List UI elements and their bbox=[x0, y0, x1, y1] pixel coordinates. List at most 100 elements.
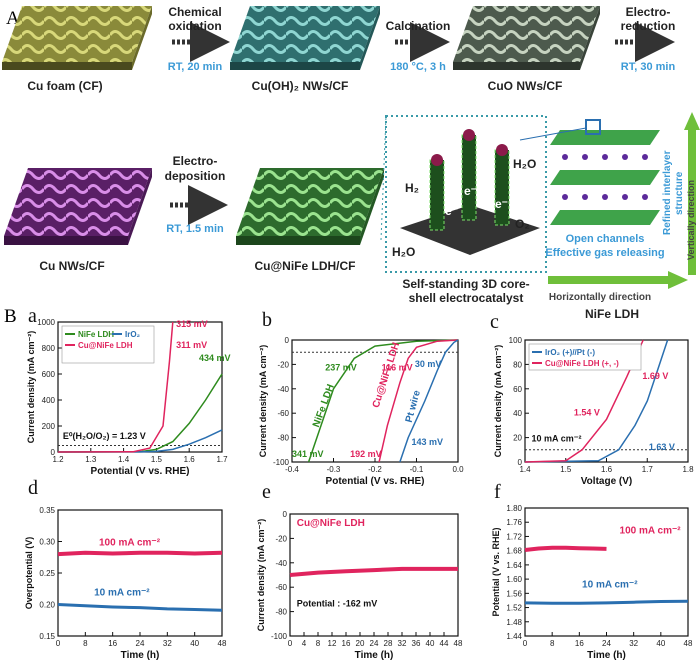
chart: 1.4 1.5 1.6 1.7 1.8 0 20 40 60 80 100 IrO₂ (+)//Pt … bbox=[490, 311, 694, 487]
species-label: O₂ bbox=[515, 217, 530, 231]
panel-letter: c bbox=[490, 311, 499, 333]
x-tick-label: 44 bbox=[440, 639, 449, 648]
step-condition: RT, 30 min bbox=[621, 61, 676, 73]
x-tick-label: 32 bbox=[629, 639, 638, 648]
x-tick-label: 1.7 bbox=[216, 455, 228, 464]
y-axis-label: Overpotential (V) bbox=[24, 537, 34, 610]
y-tick-label: -40 bbox=[277, 385, 289, 394]
x-axis-label: Time (h) bbox=[355, 650, 394, 661]
series-label: 100 mA cm⁻² bbox=[99, 537, 161, 548]
step-name: Chemical bbox=[168, 5, 221, 19]
series-label: Pt wire bbox=[404, 389, 423, 424]
x-tick-label: 8 bbox=[550, 639, 555, 648]
x-tick-label: 1.4 bbox=[118, 455, 130, 464]
zoom-box bbox=[385, 115, 547, 273]
x-tick-label: 48 bbox=[454, 639, 463, 648]
x-tick-label: 48 bbox=[684, 639, 693, 648]
panel-letter: e bbox=[262, 481, 271, 503]
ldh-note: Effective gas releasing bbox=[545, 247, 664, 259]
core-shell-drawing bbox=[400, 129, 540, 255]
y-tick-label: 600 bbox=[42, 370, 56, 379]
y-tick-label: 100 bbox=[509, 336, 523, 345]
material-label: Cu foam (CF) bbox=[27, 79, 102, 93]
x-tick-label: 1.7 bbox=[642, 465, 654, 474]
x-tick-label: 36 bbox=[412, 639, 421, 648]
legend-label: IrO₂ (+)//Pt (-) bbox=[545, 348, 595, 357]
chart: 0 8 16 24 32 40 48 1.44 1.48 1.52 1.56 1.60 1.64 1.68… bbox=[491, 481, 693, 661]
y-tick-label: 0 bbox=[518, 458, 523, 467]
y-tick-label: -20 bbox=[277, 360, 289, 369]
x-tick-label: 12 bbox=[328, 639, 337, 648]
x-tick-label: 40 bbox=[426, 639, 435, 648]
y-tick-label: 20 bbox=[513, 434, 522, 443]
y-tick-label: 0.30 bbox=[39, 538, 55, 547]
x-tick-label: 1.6 bbox=[601, 465, 613, 474]
y-tick-label: 400 bbox=[42, 396, 56, 405]
y-tick-label: 0.25 bbox=[39, 569, 55, 578]
y-tick-label: 60 bbox=[513, 385, 522, 394]
step-name: oxidation bbox=[168, 19, 221, 33]
legend-box bbox=[528, 343, 642, 371]
plot-frame bbox=[57, 509, 223, 637]
caption: shell electrocatalyst bbox=[409, 291, 524, 305]
series-line bbox=[524, 545, 607, 552]
annotation: E⁰(H₂O/O₂) = 1.23 V bbox=[63, 431, 146, 441]
y-tick-label: 1.68 bbox=[506, 547, 522, 556]
species-label: H₂O bbox=[513, 157, 536, 171]
slab bbox=[230, 6, 380, 70]
series-label: 10 mA cm⁻² bbox=[582, 579, 638, 590]
y-tick-label: -20 bbox=[275, 534, 287, 543]
x-tick-label: -0.3 bbox=[327, 465, 341, 474]
annotation: 10 mA cm⁻² bbox=[532, 433, 582, 443]
series-label: NiFe LDH bbox=[311, 383, 337, 429]
y-tick-label: 0 bbox=[51, 448, 56, 457]
annotation: 1.69 V bbox=[642, 371, 668, 381]
y-tick-label: 1.44 bbox=[506, 632, 522, 641]
y-tick-label: 1000 bbox=[37, 318, 55, 327]
y-tick-label: 40 bbox=[513, 409, 522, 418]
x-tick-label: 24 bbox=[602, 639, 611, 648]
x-tick-label: 24 bbox=[136, 639, 145, 648]
y-axis-label: Potential (V vs. RHE) bbox=[491, 527, 501, 616]
x-tick-label: 16 bbox=[575, 639, 584, 648]
x-axis-label: Potential (V vs. RHE) bbox=[91, 466, 190, 477]
legend-label: IrO₂ bbox=[125, 330, 141, 339]
y-tick-label: -60 bbox=[277, 409, 289, 418]
ldh-note: Open channels bbox=[566, 233, 645, 245]
ldh-note: Refined interlayer bbox=[662, 150, 673, 235]
y-tick-label: 1.60 bbox=[506, 575, 522, 584]
ldh-label: NiFe LDH bbox=[585, 307, 639, 321]
direction-label: Horizontally direction bbox=[549, 292, 651, 303]
x-tick-label: 0 bbox=[56, 639, 61, 648]
x-tick-label: 8 bbox=[83, 639, 88, 648]
x-tick-label: 1.5 bbox=[151, 455, 163, 464]
x-axis-label: Voltage (V) bbox=[581, 476, 632, 487]
annotation: 1.54 V bbox=[574, 408, 600, 418]
y-tick-label: 0.15 bbox=[39, 632, 55, 641]
chart: 0 4 8 12 16 20 24 28 32 36 40 44 48-100-80-60-40-200… bbox=[256, 481, 463, 661]
x-tick-label: 0 bbox=[288, 639, 293, 648]
annotation: 192 mV bbox=[350, 449, 382, 459]
series-line bbox=[524, 339, 669, 463]
caption: Self-standing 3D core- bbox=[402, 277, 529, 291]
x-tick-label: 0 bbox=[523, 639, 528, 648]
annotation: 116 mV bbox=[382, 363, 413, 373]
y-tick-label: -80 bbox=[277, 434, 289, 443]
y-tick-label: -60 bbox=[275, 583, 287, 592]
x-tick-label: 4 bbox=[302, 639, 307, 648]
legend-box bbox=[61, 325, 155, 364]
x-tick-label: 8 bbox=[316, 639, 321, 648]
x-tick-label: 0.0 bbox=[452, 465, 464, 474]
y-axis-label: Current density (mA cm⁻²) bbox=[256, 519, 266, 631]
y-tick-label: -100 bbox=[273, 458, 290, 467]
species-label: H₂ bbox=[405, 181, 419, 195]
step-condition: RT, 20 min bbox=[168, 61, 223, 73]
species-label: e⁻ bbox=[495, 197, 508, 211]
chart: 0 8 16 24 32 40 48 0.15 0.20 0.25 0.30 0.35 100 mA c… bbox=[24, 477, 227, 661]
chart: -0.4 -0.3 -0.2 -0.1 0.0 -100 -80 -60 -40 -20 0 NiFe… bbox=[258, 309, 464, 487]
x-tick-label: -0.4 bbox=[285, 465, 299, 474]
y-tick-label: 1.56 bbox=[506, 589, 522, 598]
x-tick-label: 32 bbox=[398, 639, 407, 648]
